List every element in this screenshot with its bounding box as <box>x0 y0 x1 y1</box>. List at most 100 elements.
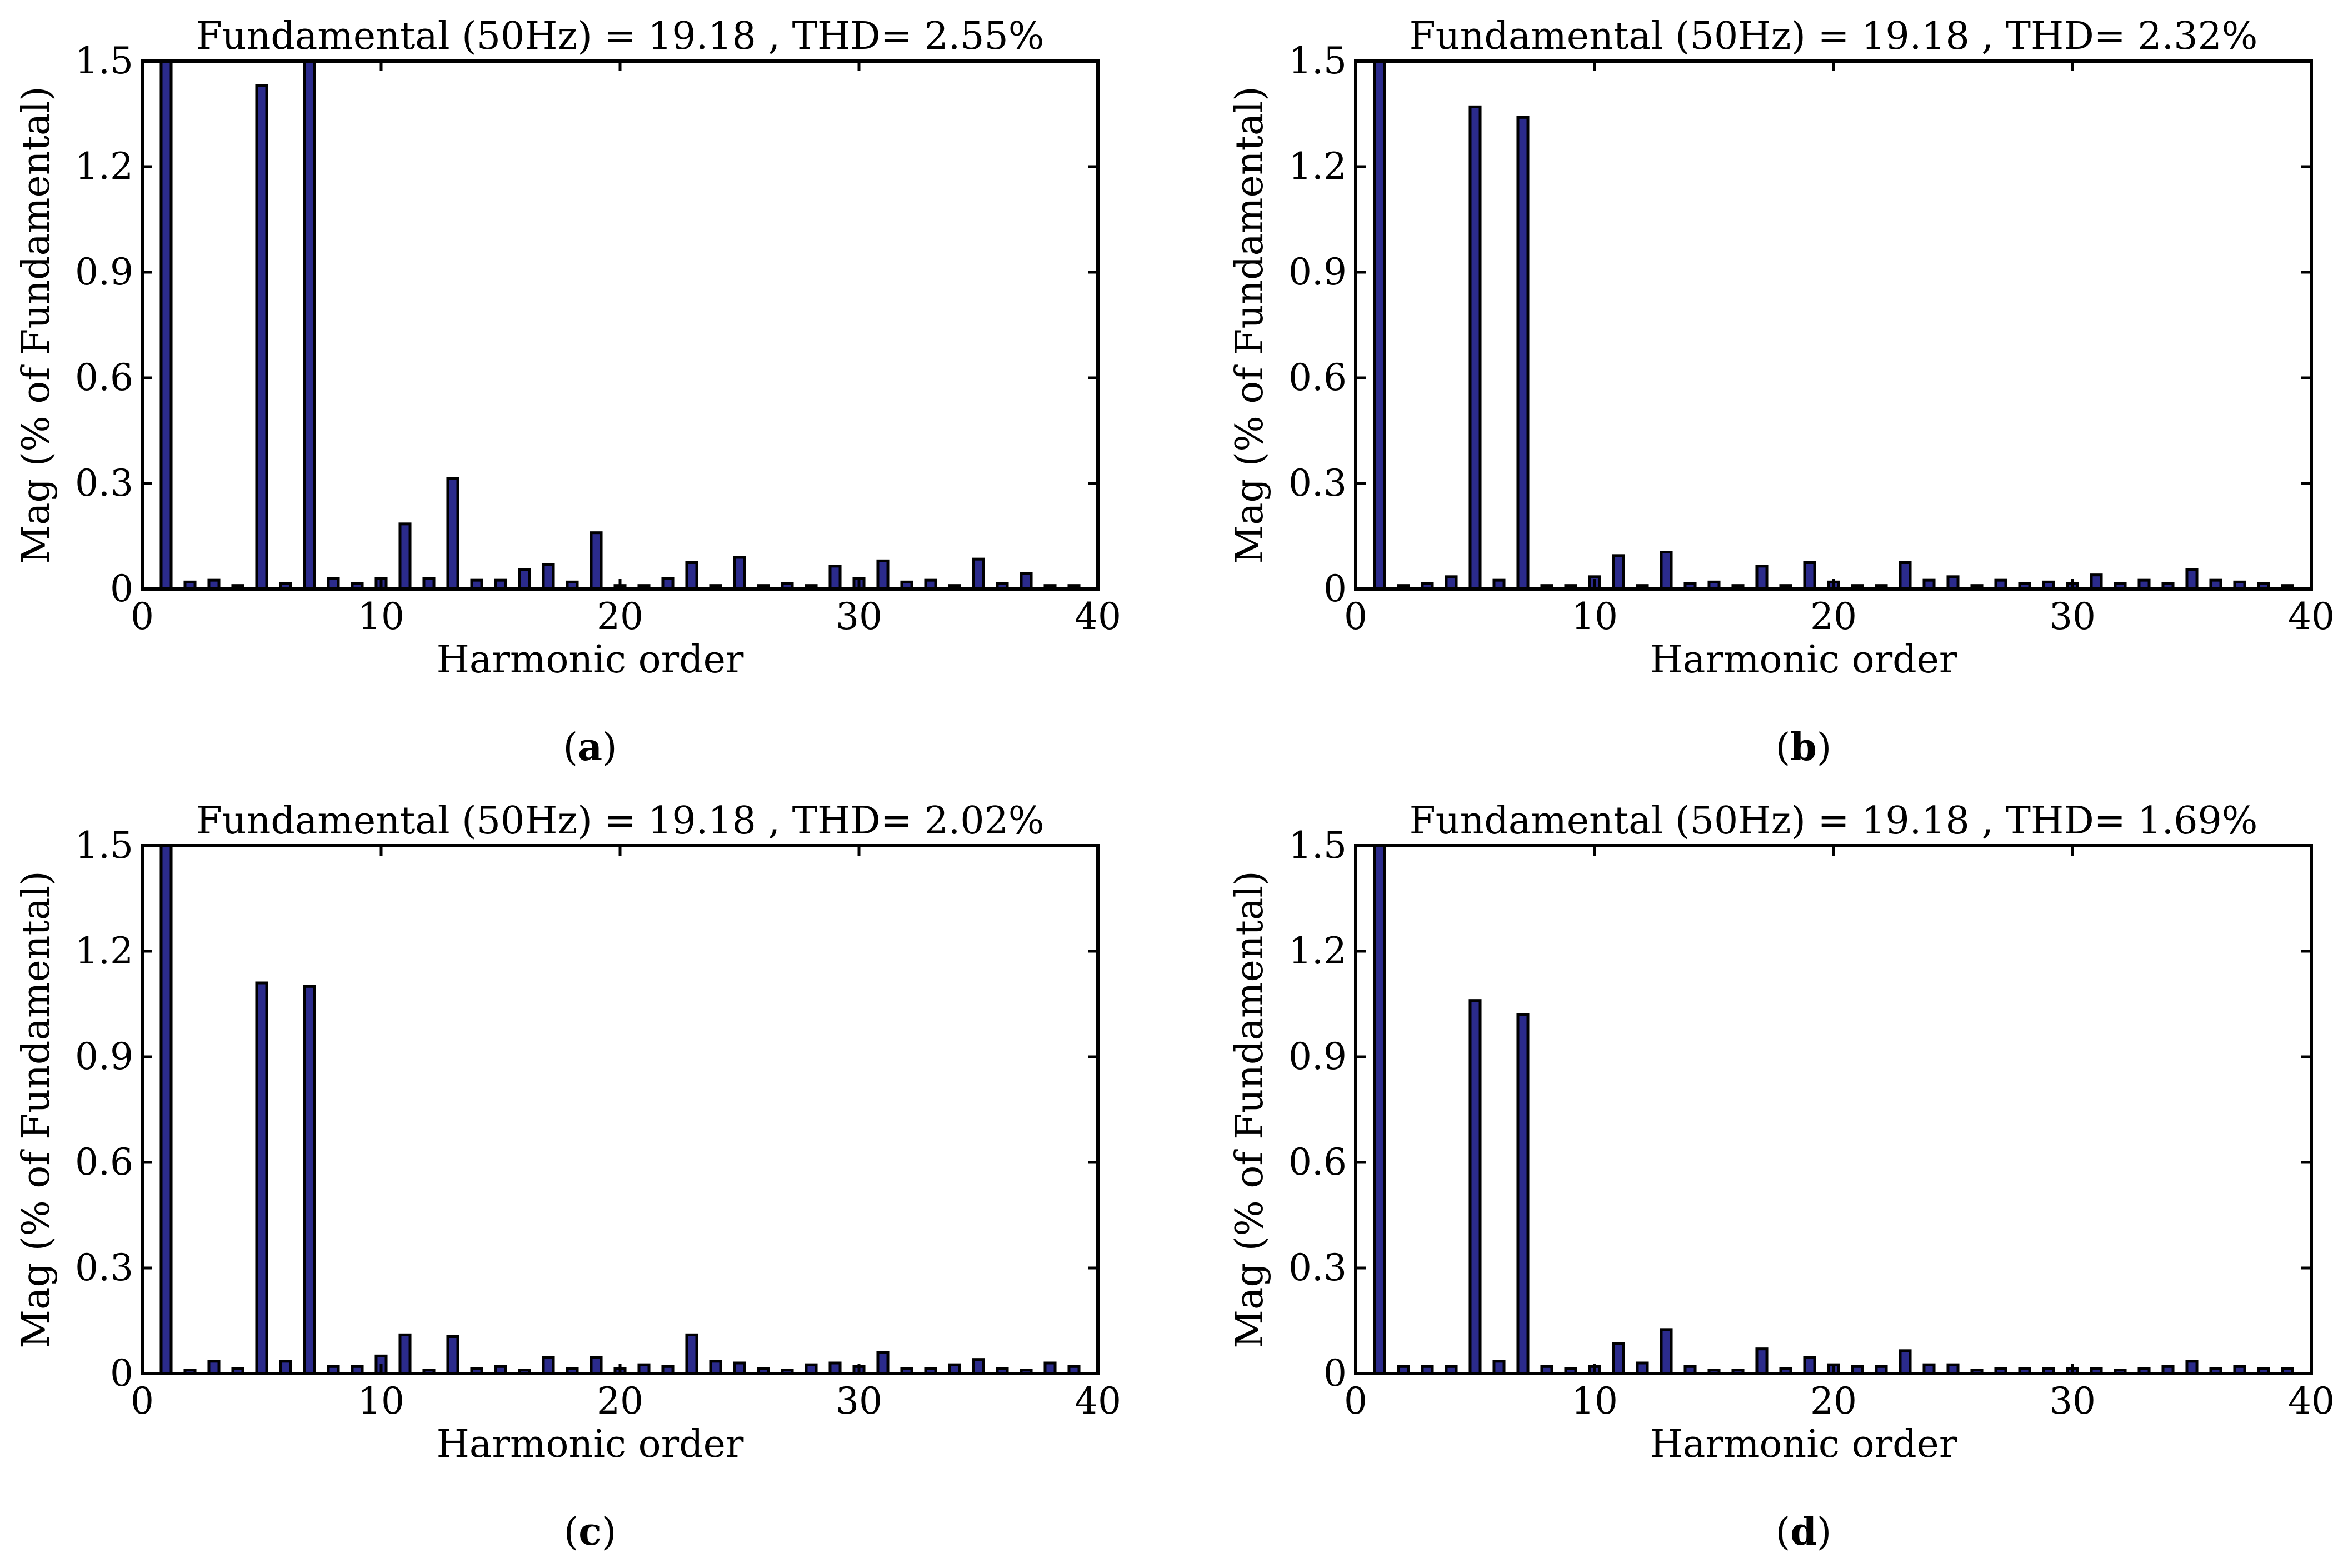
bar <box>1612 1342 1625 1375</box>
bar <box>590 1356 603 1375</box>
bar <box>446 1335 459 1375</box>
panel-a: Fundamental (50Hz) = 19.18 , THD= 2.55% … <box>14 14 1121 770</box>
bar <box>1516 1013 1530 1375</box>
y-tick-label: 1.2 <box>75 145 133 188</box>
bar <box>2090 573 2103 591</box>
bar <box>685 561 698 591</box>
y-tick-label: 0 <box>110 1352 133 1395</box>
x-tick-label: 0 <box>1344 1380 1367 1422</box>
y-tick-label: 0.9 <box>75 1035 133 1078</box>
bar <box>1492 1360 1506 1375</box>
x-axis-label: Harmonic order <box>1650 638 1957 682</box>
y-tick-label: 1.5 <box>1288 39 1347 82</box>
panel-label: (c) <box>564 1510 616 1554</box>
bar <box>876 1351 890 1375</box>
x-tick-label: 40 <box>2288 595 2335 638</box>
y-tick-label: 1.2 <box>75 930 133 972</box>
bar <box>303 59 316 591</box>
y-tick-label: 0.9 <box>1288 251 1347 293</box>
x-axis-label: Harmonic order <box>1650 1422 1957 1466</box>
y-tick-label: 1.5 <box>75 39 133 82</box>
x-axis-label: Harmonic order <box>437 1422 744 1466</box>
x-axis-label: Harmonic order <box>437 638 744 682</box>
bar <box>1373 844 1386 1375</box>
y-axis-label: Mag (% of Fundamental) <box>1228 871 1272 1348</box>
bar <box>733 556 746 591</box>
axis-ticks: 0 10 20 30 40 0 0.3 0.6 0.9 1.2 1.5 <box>1288 824 2335 1422</box>
chart-title: Fundamental (50Hz) = 19.18 , THD= 2.32% <box>1410 14 2258 58</box>
x-tick-label: 10 <box>358 595 404 638</box>
bar <box>876 559 890 591</box>
x-tick-label: 20 <box>1810 1380 1857 1422</box>
x-tick-label: 20 <box>1810 595 1857 638</box>
bar <box>1516 116 1530 591</box>
bar <box>446 477 459 591</box>
bar <box>2185 1360 2199 1375</box>
bar-series <box>1373 844 2294 1375</box>
y-tick-label: 1.2 <box>1288 930 1347 972</box>
x-tick-label: 30 <box>836 595 882 638</box>
x-tick-label: 30 <box>2049 595 2096 638</box>
x-tick-label: 40 <box>1075 1380 1121 1422</box>
bar <box>685 1333 698 1375</box>
bar <box>972 1358 985 1375</box>
x-tick-label: 40 <box>2288 1380 2335 1422</box>
bar <box>542 563 555 591</box>
bar <box>159 59 173 591</box>
x-tick-label: 20 <box>597 1380 643 1422</box>
y-tick-label: 1.5 <box>1288 824 1347 867</box>
x-tick-label: 0 <box>131 595 154 638</box>
y-tick-label: 0.3 <box>1288 462 1347 505</box>
bar <box>1020 572 1033 591</box>
bar <box>1660 551 1673 591</box>
x-tick-label: 20 <box>597 595 643 638</box>
bar-series <box>1373 59 2294 591</box>
bar <box>1803 561 1816 591</box>
bar <box>1899 561 1912 591</box>
y-axis-label: Mag (% of Fundamental) <box>1228 86 1272 563</box>
x-tick-label: 30 <box>2049 1380 2096 1422</box>
bar <box>1468 999 1482 1375</box>
bar <box>1612 554 1625 591</box>
y-tick-label: 1.5 <box>75 824 133 867</box>
panel-label: (d) <box>1776 1510 1832 1554</box>
chart-title: Fundamental (50Hz) = 19.18 , THD= 2.02% <box>196 799 1045 843</box>
y-tick-label: 0 <box>110 567 133 610</box>
bar <box>398 522 412 591</box>
bar <box>1803 1356 1816 1375</box>
bar <box>1946 575 1960 591</box>
y-tick-label: 0.6 <box>75 1141 133 1184</box>
y-tick-label: 1.2 <box>1288 145 1347 188</box>
y-tick-label: 0.6 <box>1288 1141 1347 1184</box>
bar <box>828 565 842 591</box>
x-tick-label: 30 <box>836 1380 882 1422</box>
bar <box>255 84 268 591</box>
bar <box>1660 1328 1673 1375</box>
bar <box>1899 1349 1912 1375</box>
axis-ticks: 0 10 20 30 40 0 0.3 0.6 0.9 1.2 1.5 <box>75 39 1121 638</box>
bar <box>255 981 268 1375</box>
y-tick-label: 0.9 <box>1288 1035 1347 1078</box>
y-tick-label: 0.3 <box>75 462 133 505</box>
panel-label: (b) <box>1776 725 1832 770</box>
bar <box>1445 575 1458 591</box>
bar <box>1755 1347 1769 1375</box>
bar <box>207 1360 221 1375</box>
y-axis-label: Mag (% of Fundamental) <box>14 871 58 1348</box>
y-tick-label: 0 <box>1323 1352 1347 1395</box>
bar-series <box>159 844 1081 1375</box>
bar <box>2185 568 2199 591</box>
panel-label: (a) <box>563 725 617 770</box>
bar <box>518 568 531 591</box>
panel-d: Fundamental (50Hz) = 19.18 , THD= 1.69% … <box>1228 799 2335 1554</box>
x-tick-label: 10 <box>358 1380 404 1422</box>
y-tick-label: 0.6 <box>75 356 133 399</box>
x-tick-label: 0 <box>131 1380 154 1422</box>
y-tick-label: 0.3 <box>1288 1246 1347 1289</box>
bar <box>590 531 603 591</box>
bar <box>1755 565 1769 591</box>
y-tick-label: 0.3 <box>75 1246 133 1289</box>
axis-ticks: 0 10 20 30 40 0 0.3 0.6 0.9 1.2 1.5 <box>1288 39 2335 638</box>
chart-title: Fundamental (50Hz) = 19.18 , THD= 2.55% <box>196 14 1045 58</box>
